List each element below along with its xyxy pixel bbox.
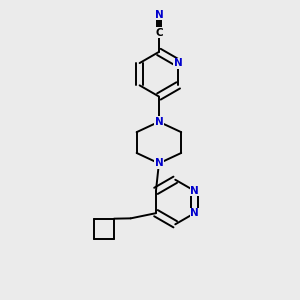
Text: N: N	[190, 186, 199, 196]
Text: N: N	[154, 10, 163, 20]
Text: N: N	[154, 117, 163, 127]
Text: N: N	[190, 208, 199, 218]
Text: N: N	[154, 158, 163, 168]
Text: C: C	[155, 28, 163, 38]
Text: N: N	[174, 58, 183, 68]
